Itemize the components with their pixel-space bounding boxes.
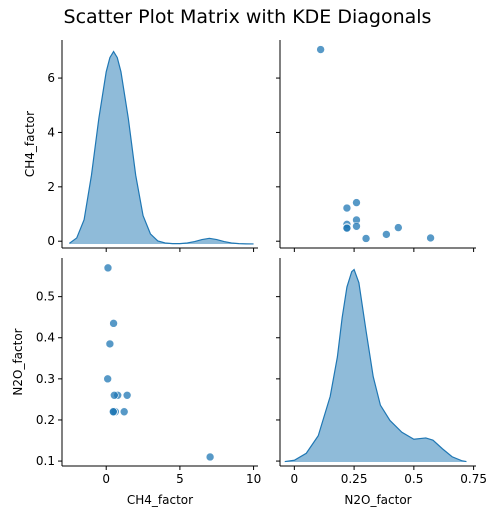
x-axis-label-ch4: CH4_factor bbox=[127, 493, 193, 507]
scatter-point bbox=[109, 319, 118, 328]
scatter-point bbox=[361, 234, 371, 243]
x-tick-label: 0 bbox=[102, 472, 110, 486]
scatter-point bbox=[394, 223, 403, 232]
y-tick-label: 6 bbox=[47, 71, 55, 85]
y-tick-label: 0.4 bbox=[36, 331, 55, 345]
panel-1-0: 0 5 10 0.1 0.2 0.3 0.4 0.5 bbox=[36, 258, 261, 486]
panel-0-0: 0 2 4 6 bbox=[47, 40, 258, 252]
y-tick-label: 0.1 bbox=[36, 454, 55, 468]
y-tick-label: 0.5 bbox=[36, 290, 55, 304]
scatter-point bbox=[352, 221, 361, 231]
scatter-point bbox=[342, 203, 352, 213]
x-axis-label-n2o: N2O_factor bbox=[344, 493, 411, 507]
scatter-point bbox=[108, 407, 118, 417]
scatter-point bbox=[342, 223, 352, 233]
kde-line-N2O_factor bbox=[284, 268, 467, 463]
scatter-point bbox=[103, 263, 113, 273]
scatter-point bbox=[382, 230, 391, 239]
y-axis-label-n2o: N2O_factor bbox=[11, 328, 25, 395]
y-axis-label-ch4: CH4_factor bbox=[23, 111, 37, 177]
scatter-point bbox=[205, 452, 215, 462]
scatter-point bbox=[103, 374, 112, 384]
scatter-point bbox=[426, 233, 435, 243]
chart-title: Scatter Plot Matrix with KDE Diagonals bbox=[63, 6, 432, 28]
panel-1-1: 0 0.25 0.5 0.75 bbox=[276, 258, 487, 486]
scatter-point bbox=[119, 407, 129, 417]
x-tick-label: 0.5 bbox=[404, 472, 423, 486]
scatter-point bbox=[110, 390, 119, 400]
kde-line-CH4_factor bbox=[69, 50, 254, 245]
scatter-point bbox=[105, 339, 115, 349]
scatter-point bbox=[352, 198, 361, 207]
y-tick-label: 0.2 bbox=[36, 413, 55, 427]
panel-0-1 bbox=[276, 40, 476, 252]
x-tick-label: 5 bbox=[176, 472, 184, 486]
y-tick-label: 0 bbox=[47, 234, 55, 248]
y-tick-label: 4 bbox=[47, 125, 55, 139]
y-tick-label: 2 bbox=[47, 180, 55, 194]
x-tick-label: 0.25 bbox=[341, 472, 368, 486]
x-tick-label: 10 bbox=[246, 472, 261, 486]
scatter-point bbox=[316, 45, 325, 54]
kde-fill-CH4_factor bbox=[69, 51, 254, 245]
x-tick-label: 0.75 bbox=[460, 472, 487, 486]
scatter-point bbox=[122, 390, 132, 400]
y-tick-label: 0.3 bbox=[36, 372, 55, 386]
x-tick-label: 0 bbox=[291, 472, 299, 486]
kde-fill-N2O_factor bbox=[284, 269, 467, 462]
